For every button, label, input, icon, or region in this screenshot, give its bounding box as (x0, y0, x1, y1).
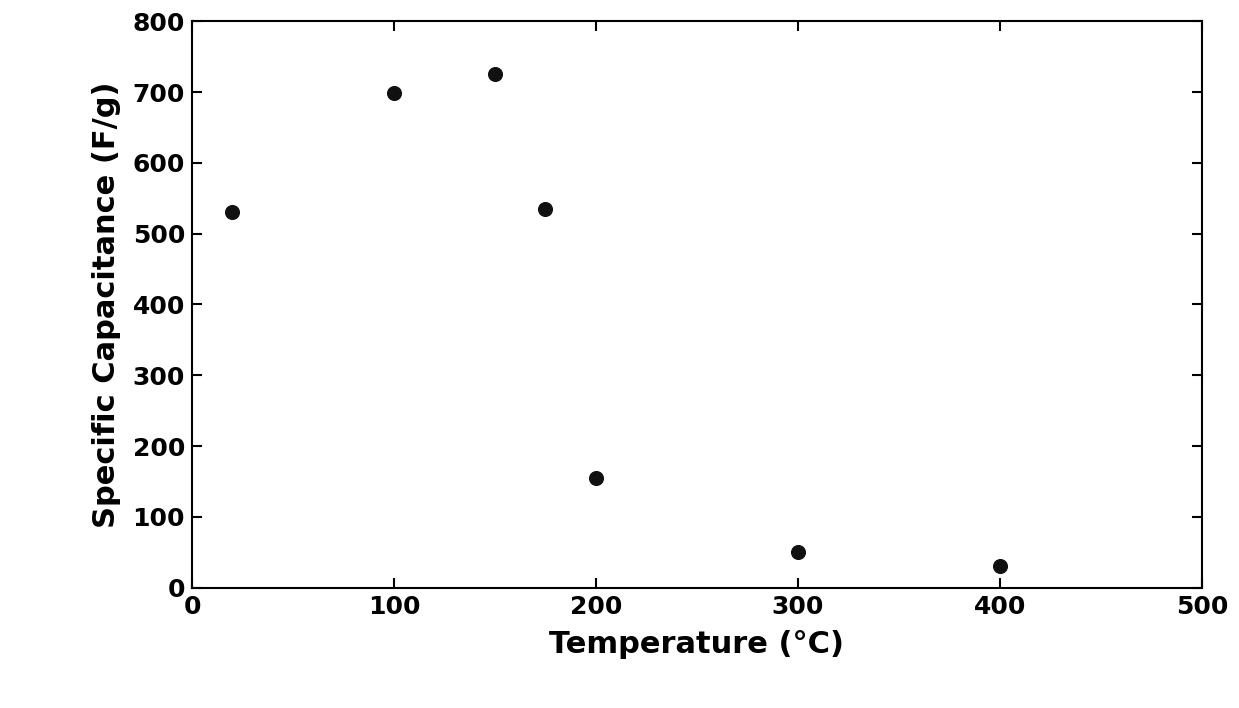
Point (484, 69, 506, 80)
Point (788, 547, 808, 558)
X-axis label: Temperature (°C): Temperature (°C) (549, 629, 845, 658)
Point (586, 472, 606, 484)
Point (990, 561, 1010, 572)
Point (384, 88, 404, 99)
Point (535, 203, 555, 215)
Y-axis label: Specific Capacitance (F/g): Specific Capacitance (F/g) (93, 81, 121, 527)
Point (223, 207, 243, 218)
